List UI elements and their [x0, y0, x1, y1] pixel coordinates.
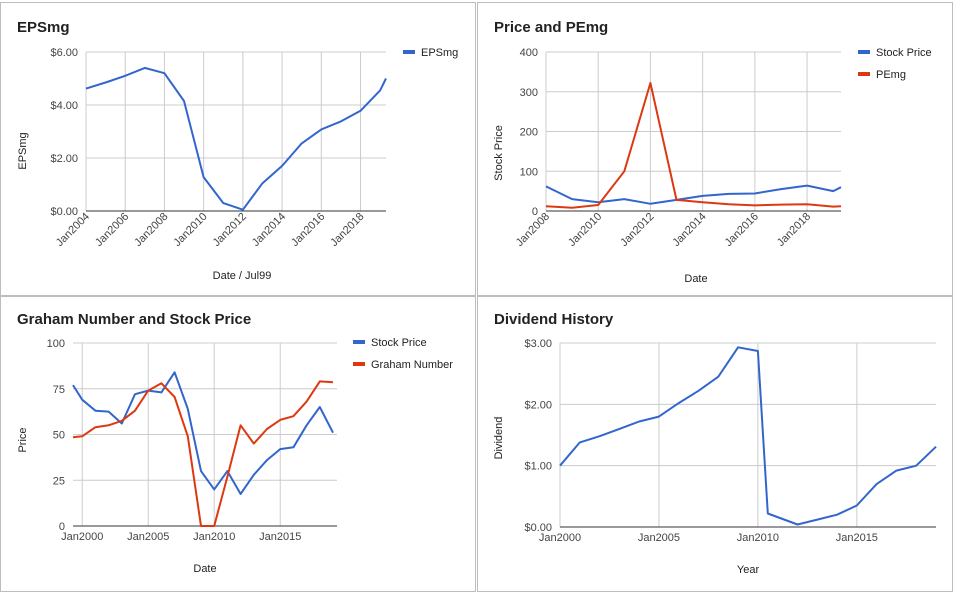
legend[interactable]: Stock Price PEmg [858, 47, 932, 81]
grid-lines [73, 342, 337, 526]
y-tick-labels: 0 100 200 300 400 [520, 47, 538, 218]
legend[interactable]: EPSmg [403, 47, 458, 59]
y-tick-label: 400 [520, 47, 538, 59]
x-tick-labels: Jan2008 Jan2010 Jan2012 Jan2014 Jan2016 Jan20… [514, 211, 813, 249]
y-tick-label: 100 [520, 166, 538, 178]
chart-title: Graham Number and Stock Price [17, 311, 251, 328]
y-tick-label: 0 [59, 521, 65, 533]
panel-epsmg: EPSmg $0.00 $2.00 $4.00 $6.00 Jan2004 Jan200… [0, 2, 476, 296]
y-tick-label: 200 [520, 127, 538, 139]
legend-swatch [403, 50, 415, 54]
grid-lines [85, 51, 386, 211]
y-tick-label: 75 [53, 384, 65, 396]
x-tick-labels: Jan2000 Jan2005 Jan2010 Jan2015 [539, 532, 878, 544]
y-tick-label: $3.00 [524, 338, 552, 350]
x-axis-label: Year [737, 564, 760, 576]
series-lines [72, 371, 334, 527]
grid-lines [545, 51, 841, 211]
x-tick-label: Jan2010 [566, 211, 604, 249]
x-tick-label: Jan2005 [638, 532, 680, 544]
y-tick-label: 300 [520, 87, 538, 99]
x-tick-label: Jan2006 [93, 211, 131, 249]
x-tick-label: Jan2010 [737, 532, 779, 544]
legend-item-label: PEmg [876, 69, 906, 81]
x-tick-label: Jan2012 [618, 211, 656, 249]
x-tick-label: Jan2018 [775, 211, 813, 249]
y-tick-label: 0 [532, 206, 538, 218]
y-tick-label: $4.00 [50, 100, 78, 112]
chart-title: EPSmg [17, 19, 70, 36]
x-tick-label: Jan2014 [670, 211, 708, 249]
x-tick-label: Jan2015 [259, 531, 301, 543]
series-lines [85, 66, 387, 211]
x-tick-labels: Jan2000 Jan2005 Jan2010 Jan2015 [61, 531, 301, 543]
series-line-stock-price[interactable] [545, 184, 842, 205]
y-tick-label: 50 [53, 430, 65, 442]
x-axis-label: Date / Jul99 [213, 270, 272, 282]
y-axis-label: Stock Price [493, 125, 505, 181]
y-tick-labels: 0 25 50 75 100 [47, 338, 65, 533]
legend-swatch [353, 340, 365, 344]
y-tick-label: 100 [47, 338, 65, 350]
y-tick-label: $1.00 [524, 461, 552, 473]
series-line-dividend[interactable] [559, 346, 937, 526]
y-tick-label: $2.00 [50, 153, 78, 165]
y-axis-label: Price [17, 427, 29, 452]
series-line-graham-number[interactable] [72, 380, 334, 527]
y-tick-label: $0.00 [50, 206, 78, 218]
legend[interactable]: Stock Price Graham Number [353, 337, 453, 371]
x-tick-label: Jan2012 [211, 211, 249, 249]
y-tick-label: $2.00 [524, 399, 552, 411]
legend-item-label: Stock Price [371, 337, 427, 349]
x-tick-label: Jan2014 [250, 211, 288, 249]
y-tick-labels: $0.00 $2.00 $4.00 $6.00 [50, 47, 78, 218]
y-tick-label: 25 [53, 475, 65, 487]
x-tick-label: Jan2015 [836, 532, 878, 544]
series-lines [559, 346, 937, 526]
y-axis-label: Dividend [493, 417, 505, 460]
x-axis-label: Date [684, 273, 707, 285]
legend-item-label: EPSmg [421, 47, 458, 59]
chart-graham-svg: Graham Number and Stock Price 0 25 50 75 100… [17, 311, 453, 575]
x-tick-label: Jan2016 [723, 211, 761, 249]
panel-graham: Graham Number and Stock Price 0 25 50 75 100… [0, 296, 476, 592]
chart-title: Price and PEmg [494, 19, 608, 36]
x-tick-label: Jan2005 [127, 531, 169, 543]
legend-swatch [858, 72, 870, 76]
x-tick-label: Jan2016 [289, 211, 327, 249]
panel-price-pemg: Price and PEmg 0 100 200 300 400 Jan2008 Jan2… [477, 2, 953, 296]
legend-item-label: Stock Price [876, 47, 932, 59]
chart-title: Dividend History [494, 311, 614, 328]
x-tick-label: Jan2010 [193, 531, 235, 543]
x-tick-label: Jan2018 [328, 211, 366, 249]
legend-swatch [858, 50, 870, 54]
chart-dividend-svg: Dividend History $0.00 $1.00 $2.00 $3.00 Ja… [493, 311, 937, 576]
grid-lines [559, 342, 936, 527]
series-line-epsmg[interactable] [85, 66, 387, 211]
y-axis-label: EPSmg [17, 132, 29, 169]
y-tick-label: $0.00 [524, 522, 552, 534]
x-tick-label: Jan2008 [132, 211, 170, 249]
panel-dividend: Dividend History $0.00 $1.00 $2.00 $3.00 Ja… [477, 296, 953, 592]
legend-item-label: Graham Number [371, 359, 453, 371]
x-tick-labels: Jan2004 Jan2006 Jan2008 Jan2010 Jan2012 Jan20… [54, 211, 367, 249]
x-tick-label: Jan2000 [539, 532, 581, 544]
y-tick-labels: $0.00 $1.00 $2.00 $3.00 [524, 338, 552, 534]
x-axis-label: Date [193, 563, 216, 575]
series-line-pemg[interactable] [545, 82, 842, 209]
y-tick-label: $6.00 [50, 47, 78, 59]
x-tick-label: Jan2000 [61, 531, 103, 543]
series-lines [545, 82, 842, 209]
chart-epsmg-svg: EPSmg $0.00 $2.00 $4.00 $6.00 Jan2004 Jan200… [17, 19, 458, 282]
x-tick-label: Jan2010 [171, 211, 209, 249]
legend-swatch [353, 362, 365, 366]
series-line-stock-price[interactable] [72, 371, 334, 495]
